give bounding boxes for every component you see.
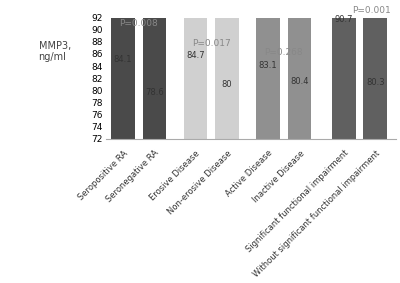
Text: P=0.008: P=0.008 [119,20,158,29]
Bar [143,0,166,139]
Text: 84.7: 84.7 [186,51,205,60]
Bar [332,0,356,139]
Text: 80.4: 80.4 [290,77,309,86]
Text: 80: 80 [222,80,232,89]
Text: 84.1: 84.1 [114,55,132,64]
Bar [215,0,239,139]
Bar [111,0,135,139]
Text: P=0.001: P=0.001 [352,6,391,15]
Text: P=0.017: P=0.017 [192,39,231,48]
Text: 80.3: 80.3 [366,78,385,87]
Bar [288,0,312,139]
Text: 83.1: 83.1 [259,61,277,70]
Text: 78.6: 78.6 [145,88,164,97]
Bar [256,0,280,139]
Text: P=0.268: P=0.268 [264,48,303,57]
Y-axis label: MMP3,
ng/ml: MMP3, ng/ml [38,41,71,62]
Text: 90.7: 90.7 [334,15,353,23]
Bar [184,0,207,139]
Bar [364,0,387,139]
